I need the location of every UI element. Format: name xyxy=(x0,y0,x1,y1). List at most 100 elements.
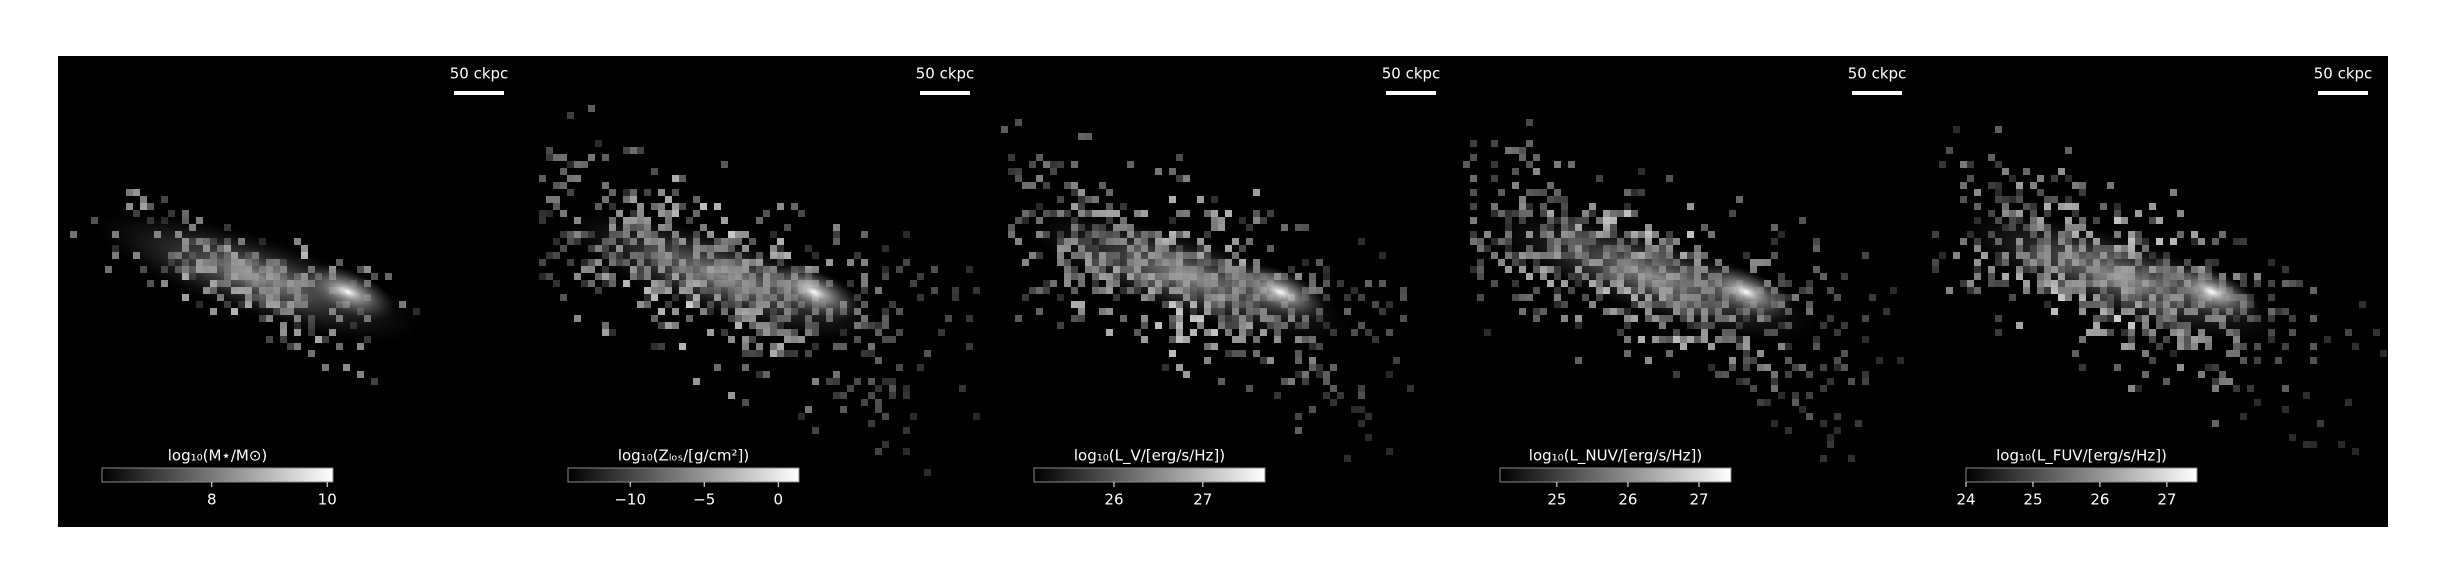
pixel xyxy=(301,245,308,252)
pixel xyxy=(2086,329,2093,336)
pixel xyxy=(2142,329,2149,336)
pixel xyxy=(714,203,721,210)
colorbar-tick-label: 27 xyxy=(1689,491,1708,509)
pixel xyxy=(2093,217,2100,224)
pixel xyxy=(2240,238,2247,245)
pixel xyxy=(917,273,924,280)
pixel xyxy=(1176,210,1183,217)
pixel xyxy=(1988,273,1995,280)
pixel xyxy=(1631,210,1638,217)
pixel xyxy=(1071,273,1078,280)
pixel xyxy=(630,147,637,154)
pixel xyxy=(1974,189,1981,196)
pixel xyxy=(1106,203,1113,210)
pixel xyxy=(574,175,581,182)
panel xyxy=(1463,119,1904,462)
pixel xyxy=(1274,336,1281,343)
pixel xyxy=(658,343,665,350)
pixel xyxy=(2282,308,2289,315)
pixel xyxy=(1953,252,1960,259)
pixel xyxy=(1253,210,1260,217)
pixel xyxy=(2289,315,2296,322)
panel xyxy=(539,105,980,476)
pixel xyxy=(756,217,763,224)
pixel xyxy=(1995,161,2002,168)
pixel xyxy=(721,329,728,336)
pixel xyxy=(2128,322,2135,329)
pixel xyxy=(1820,420,1827,427)
pixel xyxy=(322,364,329,371)
pixel xyxy=(1729,336,1736,343)
pixel xyxy=(672,210,679,217)
pixel xyxy=(2065,217,2072,224)
core-glow xyxy=(1232,264,1328,320)
pixel xyxy=(1491,175,1498,182)
pixel xyxy=(1820,273,1827,280)
pixel xyxy=(1764,259,1771,266)
pixel xyxy=(2037,175,2044,182)
pixel xyxy=(882,413,889,420)
pixel xyxy=(1022,294,1029,301)
pixel xyxy=(1351,406,1358,413)
pixel xyxy=(847,259,854,266)
colorbar-label: log₁₀(L_FUV/[erg/s/Hz]) xyxy=(1996,447,2167,466)
pixel xyxy=(882,308,889,315)
pixel xyxy=(1491,210,1498,217)
pixel xyxy=(1344,294,1351,301)
pixel xyxy=(1568,287,1575,294)
pixel xyxy=(1477,273,1484,280)
pixel xyxy=(609,189,616,196)
pixel xyxy=(1554,189,1561,196)
pixel xyxy=(1785,280,1792,287)
pixel xyxy=(1554,196,1561,203)
pixel xyxy=(581,280,588,287)
pixel xyxy=(140,203,147,210)
pixel xyxy=(588,266,595,273)
panel xyxy=(70,189,421,385)
pixel xyxy=(882,245,889,252)
pixel xyxy=(1715,371,1722,378)
pixel xyxy=(1288,266,1295,273)
pixel xyxy=(2282,280,2289,287)
pixel xyxy=(1652,336,1659,343)
pixel xyxy=(1337,392,1344,399)
pixel xyxy=(2226,350,2233,357)
pixel xyxy=(2023,287,2030,294)
pixel xyxy=(1512,294,1519,301)
pixel xyxy=(1799,406,1806,413)
pixel xyxy=(889,301,896,308)
pixel xyxy=(1862,315,1869,322)
pixel xyxy=(2373,329,2380,336)
pixel xyxy=(952,294,959,301)
pixel xyxy=(1715,336,1722,343)
colorbar-tick-label: 8 xyxy=(207,491,217,509)
pixel xyxy=(1239,336,1246,343)
pixel xyxy=(1232,336,1239,343)
pixel xyxy=(700,224,707,231)
pixel xyxy=(2303,392,2310,399)
pixel xyxy=(1323,392,1330,399)
pixel xyxy=(602,182,609,189)
pixel xyxy=(1827,434,1834,441)
pixel xyxy=(777,203,784,210)
pixel xyxy=(784,252,791,259)
pixel xyxy=(1106,308,1113,315)
pixel xyxy=(1519,203,1526,210)
pixel xyxy=(1358,385,1365,392)
pixel xyxy=(553,182,560,189)
pixel xyxy=(763,210,770,217)
pixel xyxy=(868,420,875,427)
pixel xyxy=(553,196,560,203)
pixel xyxy=(567,161,574,168)
colorbar-tick-label: 25 xyxy=(2023,491,2042,509)
pixel xyxy=(1750,357,1757,364)
pixel xyxy=(1365,329,1372,336)
pixel xyxy=(1743,350,1750,357)
pixel xyxy=(1064,273,1071,280)
pixel xyxy=(1477,238,1484,245)
pixel xyxy=(1974,287,1981,294)
pixel xyxy=(2352,343,2359,350)
pixel xyxy=(2240,273,2247,280)
pixel xyxy=(560,168,567,175)
pixel xyxy=(2198,238,2205,245)
